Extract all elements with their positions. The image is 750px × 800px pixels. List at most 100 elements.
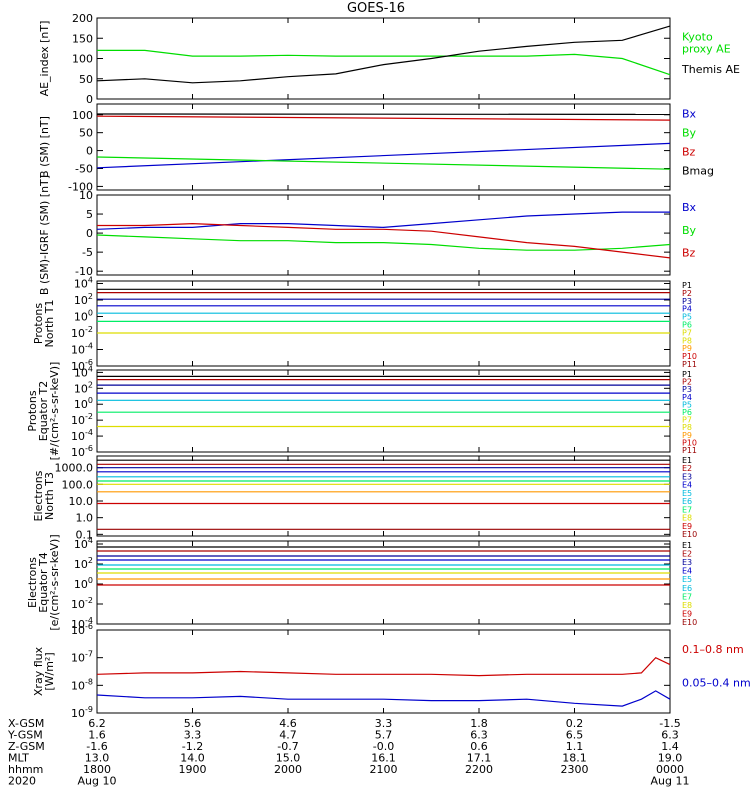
row-value: 2300	[561, 763, 589, 776]
series-line-themis-ae	[96, 25, 671, 84]
legend-p11: P11	[682, 446, 697, 455]
panel-frame	[96, 369, 671, 453]
series-line-bx	[96, 211, 670, 230]
y-tick-label: 10-7	[71, 650, 93, 665]
row-value: 2100	[370, 763, 398, 776]
row-value: 6.3	[470, 729, 488, 742]
row-value: 19.0	[658, 752, 683, 765]
y-tick-label: 100	[72, 109, 93, 122]
legend-p7: P7	[682, 416, 692, 425]
row-value: 1.1	[566, 740, 584, 753]
row-label-y-gsm: Y-GSM	[7, 729, 43, 742]
row-label-mlt: MLT	[8, 752, 29, 765]
row-value: 6.2	[88, 717, 106, 730]
y-axis-label: Electrons	[32, 470, 45, 521]
legend-e2: E2	[682, 550, 692, 559]
y-tick-label: 10-4	[71, 341, 93, 356]
legend-p4: P4	[682, 305, 692, 314]
panel-frame	[96, 17, 671, 100]
y-axis-label: B (SM)-IGRF (SM) [nT]	[38, 175, 51, 295]
row-value: -0.7	[277, 740, 298, 753]
legend-p11: P11	[682, 360, 697, 369]
row-value: 1.8	[470, 717, 488, 730]
row-value: 17.1	[467, 752, 492, 765]
legend-p10: P10	[682, 438, 697, 447]
legend-p10: P10	[682, 352, 697, 361]
row-value: 18.1	[562, 752, 587, 765]
row-value: 4.7	[279, 729, 297, 742]
legend-e4: E4	[682, 567, 692, 576]
row-value: 5.7	[375, 729, 393, 742]
y-tick-label: 5	[86, 208, 93, 221]
legend-e9: E9	[682, 609, 692, 618]
panel-3: -10 -5 0 5 10 B (SM)-IGRF (SM) [nT] Bx By Bz	[38, 175, 697, 295]
row-value: 1.4	[661, 740, 679, 753]
legend-e5: E5	[682, 575, 692, 584]
legend-p6: P6	[682, 321, 692, 330]
row-value: 5.6	[184, 717, 202, 730]
series-line-bx	[96, 142, 671, 169]
row-label-hhmm: hhmm	[8, 763, 43, 776]
y-tick-label: 50	[79, 73, 93, 86]
legend-bz: Bz	[682, 247, 696, 260]
y-tick-label: 10-2	[71, 412, 93, 427]
legend-p9: P9	[682, 344, 692, 353]
panel-frame	[96, 194, 671, 276]
legend-p8: P8	[682, 336, 692, 345]
y-tick-label: 10-6	[71, 622, 93, 637]
series-line-by	[96, 234, 671, 251]
legend-e8: E8	[682, 514, 692, 523]
y-tick-label: 0	[86, 227, 93, 240]
y-tick-label: 10-4	[71, 616, 93, 631]
row-value: Aug 11	[651, 775, 690, 788]
legend-e6: E6	[682, 584, 692, 593]
legend-e10: E10	[682, 618, 697, 627]
legend-0-1-0-8-nm: 0.1–0.8 nm	[682, 643, 744, 656]
row-value: 14.0	[180, 752, 205, 765]
row-value: 2000	[274, 763, 302, 776]
legend-e2: E2	[682, 464, 692, 473]
y-axis-label: North T1	[43, 300, 56, 348]
legend-e1: E1	[682, 541, 692, 550]
row-value: -1.6	[86, 740, 107, 753]
legend-e5: E5	[682, 489, 692, 498]
legend-e7: E7	[682, 592, 692, 601]
y-tick-label: 10.0	[69, 495, 94, 508]
legend-p5: P5	[682, 400, 692, 409]
row-value: 2200	[465, 763, 493, 776]
legend-p1: P1	[682, 370, 692, 379]
row-value: 6.5	[566, 729, 584, 742]
row-value: 3.3	[184, 729, 202, 742]
y-tick-label: 102	[74, 292, 93, 307]
legend-bx: Bx	[682, 107, 697, 120]
y-tick-label: 1.0	[76, 512, 94, 525]
y-tick-label: 10-6	[71, 358, 93, 373]
row-value: 6.3	[661, 729, 679, 742]
series-line-bz	[97, 222, 671, 259]
panel-frame	[96, 540, 671, 625]
legend-p1: P1	[682, 281, 692, 290]
y-tick-label: 104	[74, 536, 93, 551]
y-tick-label: 10-2	[71, 325, 93, 340]
y-axis-label: AE_index [nT]	[38, 21, 51, 97]
series-line-0-05-0-4-nm	[96, 690, 671, 707]
legend-by: By	[682, 224, 697, 237]
y-axis-label: Equator T4	[37, 552, 50, 612]
y-axis-label: [e/(cm²-s-sr-keV)]	[48, 534, 61, 630]
y-axis-label: [#/(cm²-s-sr-keV)]	[48, 362, 61, 461]
y-tick-label: 0	[86, 145, 93, 158]
series-line-0-1-0-8-nm	[96, 656, 671, 677]
y-axis-label: [W/m²]	[43, 652, 56, 690]
legend-themis-ae: Themis AE	[681, 63, 740, 76]
y-axis-label: Protons	[26, 390, 39, 431]
y-axis-label: North T3	[43, 472, 56, 520]
y-tick-label: 150	[72, 32, 93, 45]
legend-kyoto-proxy-ae: Kyoto	[682, 31, 713, 44]
legend-e7: E7	[682, 505, 692, 514]
legend-p2: P2	[682, 289, 692, 298]
y-tick-label: 100	[72, 53, 93, 66]
panel-frame	[96, 280, 671, 367]
legend-bmag: Bmag	[682, 165, 714, 178]
